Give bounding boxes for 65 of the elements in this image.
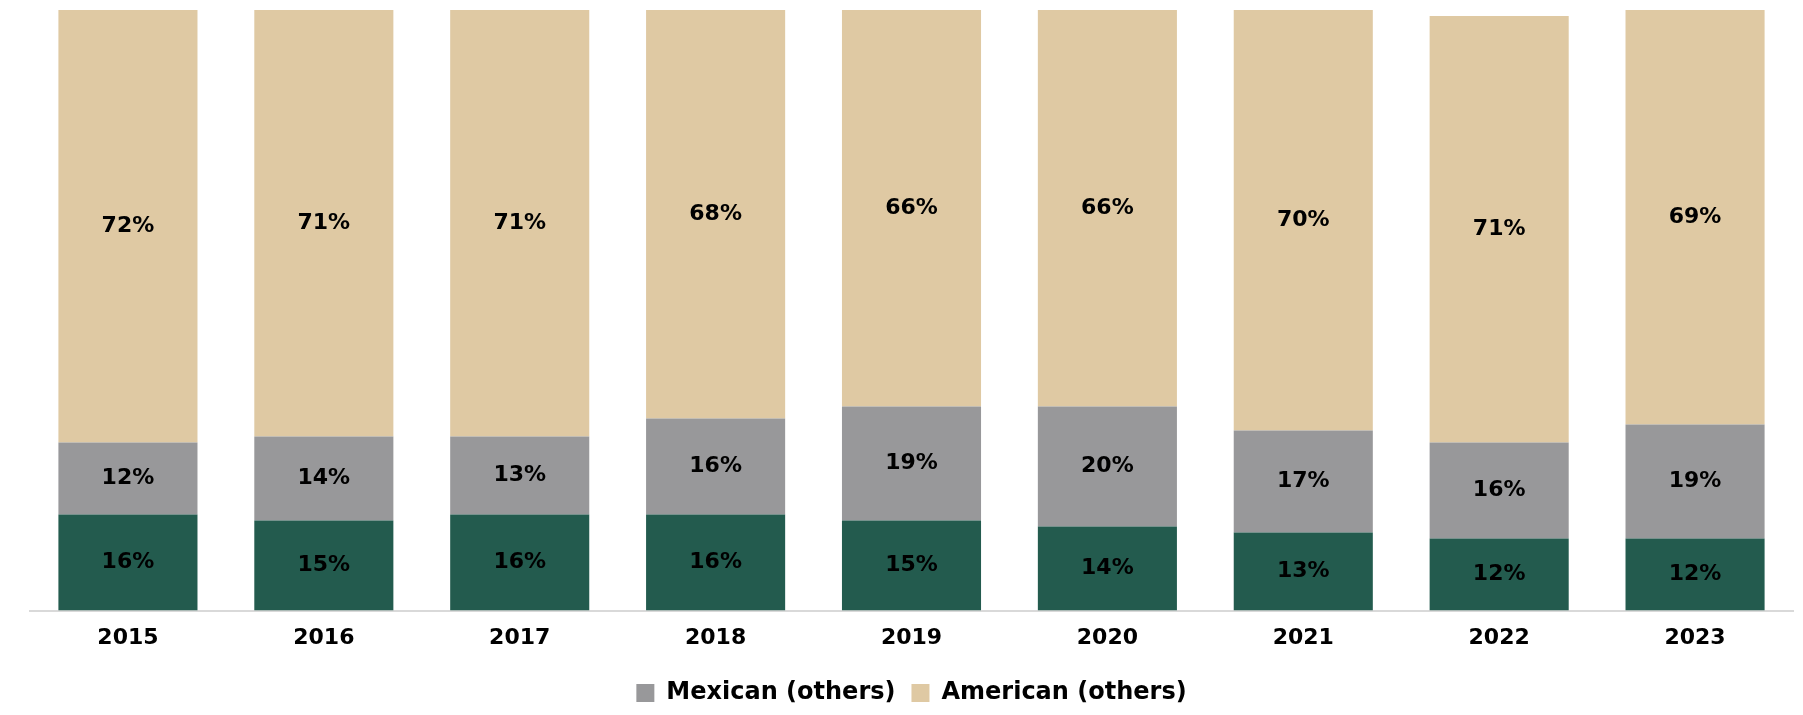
bar bbox=[254, 520, 394, 611]
x-tick-label: 2016 bbox=[293, 623, 355, 649]
x-tick-label: 2015 bbox=[97, 623, 159, 649]
data-label: 16% bbox=[689, 452, 742, 478]
x-tick-label: 2020 bbox=[1076, 623, 1139, 649]
data-label: 15% bbox=[885, 551, 938, 577]
bar bbox=[1429, 16, 1569, 443]
data-label: 16% bbox=[689, 548, 742, 574]
data-label: 16% bbox=[1472, 476, 1526, 502]
bar bbox=[1429, 442, 1569, 539]
data-label: 20% bbox=[1081, 452, 1134, 478]
data-label: 12% bbox=[101, 464, 155, 490]
data-label: 19% bbox=[1668, 467, 1722, 493]
data-label: 66% bbox=[1081, 193, 1134, 219]
bar bbox=[646, 418, 786, 515]
bar bbox=[1625, 424, 1765, 539]
data-label: 71% bbox=[493, 208, 547, 234]
bar bbox=[1037, 406, 1177, 527]
bar bbox=[646, 514, 786, 611]
data-label: 12% bbox=[1668, 560, 1722, 586]
bar bbox=[58, 514, 198, 611]
bar bbox=[58, 442, 198, 515]
bar bbox=[841, 406, 982, 521]
data-label: 66% bbox=[885, 193, 938, 219]
legend-label: American (others) bbox=[941, 677, 1187, 706]
x-tick-label: 2019 bbox=[880, 623, 943, 649]
bar bbox=[450, 436, 590, 515]
bar bbox=[58, 10, 198, 443]
data-label: 15% bbox=[297, 551, 351, 577]
data-label: 14% bbox=[1081, 554, 1134, 580]
data-label: 14% bbox=[297, 464, 351, 490]
x-tick-label: 2018 bbox=[684, 623, 747, 649]
bar bbox=[450, 514, 590, 611]
data-label: 19% bbox=[885, 449, 938, 475]
data-label: 70% bbox=[1276, 205, 1330, 231]
x-tick-label: 2022 bbox=[1468, 623, 1530, 649]
bar bbox=[450, 10, 590, 437]
data-label: 16% bbox=[101, 548, 155, 574]
x-tick-label: 2017 bbox=[489, 623, 551, 649]
data-label: 13% bbox=[493, 461, 547, 487]
data-label: 71% bbox=[1472, 214, 1526, 240]
data-label: 72% bbox=[101, 211, 155, 237]
bar bbox=[841, 520, 982, 611]
data-label: 68% bbox=[689, 199, 742, 225]
bar bbox=[1233, 430, 1373, 533]
data-label: 12% bbox=[1472, 560, 1526, 586]
bar bbox=[254, 436, 394, 521]
data-label: 69% bbox=[1668, 202, 1722, 228]
legend-label: Mexican (others) bbox=[666, 677, 896, 706]
bar bbox=[646, 10, 786, 419]
bar bbox=[841, 10, 982, 407]
bar bbox=[254, 10, 394, 437]
data-label: 16% bbox=[493, 548, 547, 574]
data-label: 13% bbox=[1276, 557, 1330, 583]
bar bbox=[1625, 538, 1765, 611]
bar bbox=[1233, 532, 1373, 611]
bar bbox=[1233, 10, 1373, 431]
bar bbox=[1037, 10, 1177, 407]
bar bbox=[1037, 526, 1177, 611]
bar bbox=[1625, 10, 1765, 425]
bar bbox=[1429, 538, 1569, 611]
x-tick-label: 2023 bbox=[1664, 623, 1726, 649]
x-tick-label: 2021 bbox=[1272, 623, 1334, 649]
data-label: 17% bbox=[1276, 467, 1330, 493]
data-label: 71% bbox=[297, 208, 351, 234]
